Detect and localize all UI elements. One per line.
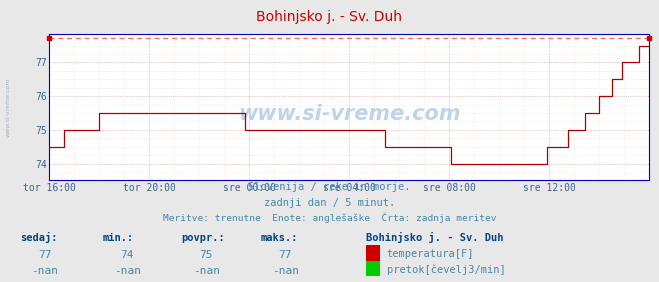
Text: -nan: -nan [32,266,58,276]
Text: pretok[čevelj3/min]: pretok[čevelj3/min] [387,264,505,275]
Text: -nan: -nan [193,266,219,276]
Text: Slovenija / reke in morje.: Slovenija / reke in morje. [248,182,411,192]
Text: 74: 74 [121,250,134,260]
Text: min.:: min.: [102,233,133,243]
Text: maks.:: maks.: [260,233,298,243]
Text: -nan: -nan [272,266,299,276]
Text: Bohinjsko j. - Sv. Duh: Bohinjsko j. - Sv. Duh [366,232,503,243]
Text: www.si-vreme.com: www.si-vreme.com [5,78,11,137]
Text: sedaj:: sedaj: [20,232,57,243]
Text: 77: 77 [38,250,51,260]
Text: Meritve: trenutne  Enote: anglešaške  Črta: zadnja meritev: Meritve: trenutne Enote: anglešaške Črta… [163,213,496,223]
Text: 77: 77 [279,250,292,260]
Text: www.si-vreme.com: www.si-vreme.com [238,105,461,124]
Text: povpr.:: povpr.: [181,233,225,243]
Text: Bohinjsko j. - Sv. Duh: Bohinjsko j. - Sv. Duh [256,10,403,24]
Text: 75: 75 [200,250,213,260]
Text: -nan: -nan [114,266,140,276]
Text: temperatura[F]: temperatura[F] [387,249,474,259]
Text: zadnji dan / 5 minut.: zadnji dan / 5 minut. [264,198,395,208]
